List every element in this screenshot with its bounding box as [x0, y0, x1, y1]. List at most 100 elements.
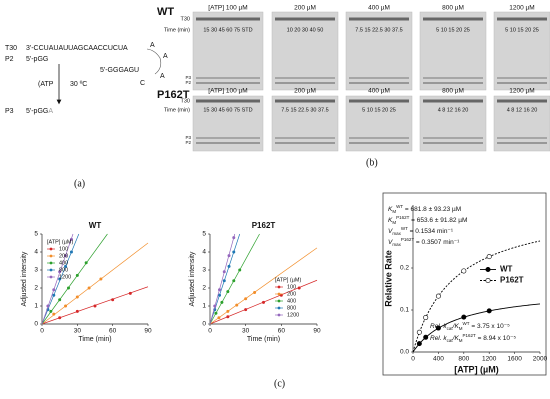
p2-seq: 5'-pGG — [26, 56, 48, 63]
data-point — [46, 304, 50, 308]
gel-header: 200 µM — [294, 5, 316, 12]
gel-band — [423, 142, 483, 144]
x-tick-label: 1600 — [507, 356, 522, 363]
data-point — [75, 295, 79, 299]
fit-line — [41, 233, 74, 325]
annotation: Rel. kcat/KMWT = 3.75 x 10⁻⁵ — [430, 321, 510, 331]
annotation: KMWT = 681.8 ± 93.23 µM — [388, 204, 461, 214]
annotation: VmaxP162T = 0.3507 min⁻¹ — [388, 237, 460, 247]
gel-times: 5 10 15 20 25 — [505, 27, 539, 33]
gel-band — [349, 82, 409, 84]
annotation-part: / — [452, 335, 456, 342]
gel-header: [ATP] 100 µM — [208, 88, 247, 95]
p3-added: A — [48, 108, 53, 115]
gel-image — [345, 11, 413, 91]
row-label: WT — [157, 6, 174, 18]
x-tick-label: 30 — [74, 328, 82, 335]
gel-band — [349, 99, 409, 103]
data-point — [213, 304, 217, 308]
annotation-part: Rel. — [430, 323, 443, 330]
gel-band — [275, 77, 335, 79]
gel-band — [196, 82, 260, 84]
y-tick-label: 0.2 — [400, 265, 409, 272]
annotation-part: = 0.1534 min⁻¹ — [408, 228, 454, 235]
x-tick-label: 1200 — [482, 356, 497, 363]
gel-header: 1200 µM — [509, 88, 534, 95]
legend-marker — [485, 277, 491, 283]
data-point — [75, 273, 79, 277]
legend-marker — [277, 306, 281, 310]
annotation-part: K — [388, 206, 393, 213]
gel-image — [192, 95, 264, 152]
y-tick-label: 1 — [34, 303, 38, 310]
legend-label: 800 — [59, 267, 68, 273]
data-point — [75, 309, 79, 313]
legend-label: 800 — [287, 305, 296, 311]
gel-band — [196, 137, 260, 139]
y-tick-label: 4 — [34, 249, 38, 256]
gel-band — [196, 17, 260, 21]
legend-marker — [49, 268, 53, 272]
data-point — [253, 290, 257, 294]
legend-label: 1200 — [59, 274, 71, 280]
annotation-part: = 8.94 x 10⁻⁵ — [476, 335, 517, 342]
fit-line — [41, 242, 149, 325]
data-point — [232, 279, 236, 283]
caption: (a) — [74, 178, 85, 189]
gel-band — [423, 82, 483, 84]
data-point — [232, 250, 236, 254]
legend-title: [ATP] (µM) — [275, 277, 301, 283]
gel-image — [493, 95, 550, 152]
data-point — [52, 312, 56, 316]
annotation-part: Rel. — [430, 335, 443, 342]
condition-temp: 30 ºC — [70, 81, 87, 88]
annotation-part: K — [388, 217, 393, 224]
annotation-part: K — [454, 335, 459, 342]
x-tick-label: 90 — [144, 328, 152, 335]
caption: (c) — [274, 378, 285, 389]
gel-band — [497, 77, 547, 79]
y-tick-label: 4 — [202, 249, 206, 256]
data-point — [58, 277, 62, 281]
fit-line — [209, 233, 260, 325]
loop-base: A — [163, 53, 168, 60]
annotation-part: = 653.6 ± 91.82 µM — [409, 217, 467, 224]
x-tick-label: 2000 — [533, 356, 548, 363]
band-label: T30 — [181, 16, 190, 22]
condition-atp: (ATP — [38, 81, 54, 88]
data-point — [69, 250, 73, 254]
chart-frame — [382, 192, 547, 376]
p3-seq: 5'-pGGA — [26, 108, 53, 115]
data-point — [64, 304, 68, 308]
legend-label: WT — [500, 265, 513, 274]
gel-band — [349, 137, 409, 139]
legend-label: P162T — [500, 276, 524, 285]
fit-line — [209, 247, 318, 325]
gel-times: 5 10 15 20 25 — [362, 107, 396, 113]
y-axis-label: Adjusted intensity — [21, 251, 28, 306]
data-point — [93, 304, 97, 308]
data-point — [226, 309, 230, 313]
data-point — [218, 293, 222, 297]
data-point — [99, 277, 103, 281]
chart-title: P162T — [252, 221, 276, 230]
x-tick-label: 90 — [313, 328, 321, 335]
gel-band — [196, 142, 260, 144]
annotation-part: cat — [447, 338, 454, 343]
gel-header: 800 µM — [442, 88, 464, 95]
fit-line — [41, 233, 108, 325]
annotation-part: max — [392, 242, 401, 247]
data-point — [238, 268, 242, 272]
legend-marker — [277, 285, 281, 289]
annotation: VmaxWT = 0.1534 min⁻¹ — [388, 226, 454, 236]
gel-header: 800 µM — [442, 5, 464, 12]
data-point — [486, 308, 492, 314]
x-axis-label: [ATP] (µM) — [454, 364, 499, 374]
data-point — [128, 291, 132, 295]
annotation-part: K — [454, 323, 459, 330]
annotation-part: / — [452, 323, 456, 330]
data-point — [222, 270, 226, 274]
band-label: P2 — [185, 80, 191, 85]
annotation-part: k — [443, 323, 447, 330]
